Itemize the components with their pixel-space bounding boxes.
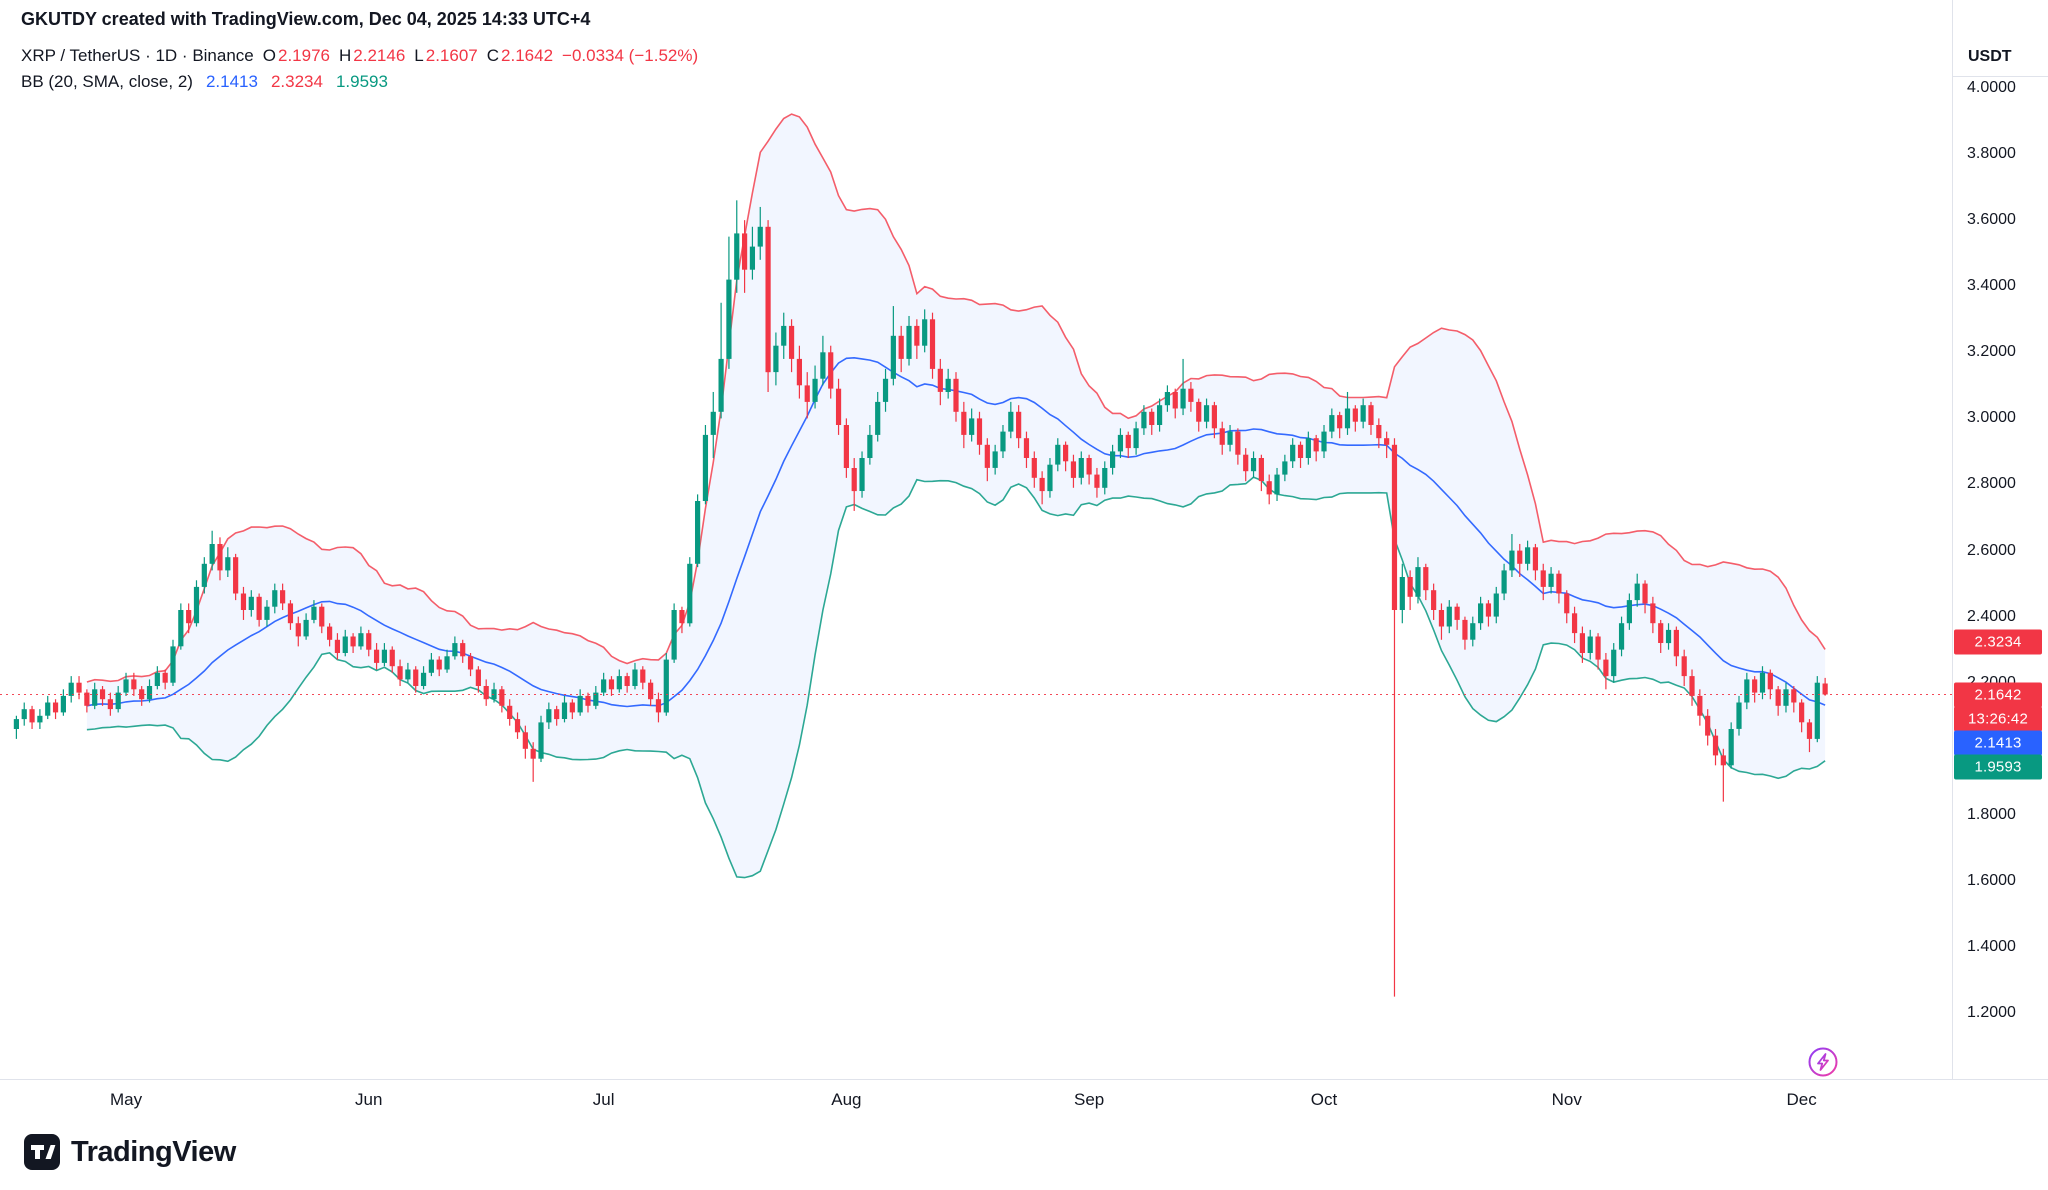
- close-value: 2.1642: [501, 46, 554, 65]
- tradingview-brand-text: TradingView: [71, 1135, 236, 1168]
- bollinger-bands: [86, 113, 1826, 879]
- price-tick-label: 4.0000: [1967, 79, 2016, 96]
- open-value: 2.1976: [278, 46, 330, 65]
- bb-upper-price-badge[interactable]: 2.3234: [1954, 629, 2042, 655]
- time-tick-label-dec: Dec: [1786, 1090, 1817, 1109]
- indicator-title: BB (20, SMA, close, 2): [21, 72, 193, 91]
- time-tick-label-aug: Aug: [831, 1090, 862, 1109]
- price-scale-currency[interactable]: USDT: [1968, 48, 2012, 65]
- price-tick-label: 3.4000: [1967, 277, 2016, 295]
- chart-plot-area[interactable]: [0, 0, 2048, 1079]
- change-value: −0.0334 (−1.52%): [562, 46, 699, 65]
- bb-basis-value: 2.1413: [205, 72, 258, 91]
- bb-lower-value: 1.9593: [335, 72, 388, 91]
- bb-lower-price-badge[interactable]: 1.9593: [1954, 754, 2042, 780]
- time-scale-separator: [0, 1079, 2048, 1080]
- currency-separator: [1953, 76, 2048, 77]
- watermark-note: GKUTDY created with TradingView.com, Dec…: [21, 9, 591, 29]
- price-tick-label: 1.4000: [1967, 938, 2016, 956]
- high-value: 2.2146: [353, 46, 406, 65]
- time-tick-label-may: May: [109, 1090, 143, 1109]
- price-tick-label: 1.8000: [1967, 805, 2016, 823]
- tradingview-logo[interactable]: TradingView: [24, 1134, 236, 1170]
- price-tick-label: 1.6000: [1967, 871, 2016, 889]
- symbol-title: XRP / TetherUS · 1D · Binance: [21, 46, 254, 65]
- low-label: L: [414, 46, 424, 65]
- open-label: O: [262, 46, 276, 65]
- time-tick-label-jun: Jun: [355, 1090, 383, 1109]
- tradingview-logo-icon: [24, 1134, 60, 1170]
- bb-upper-value: 2.3234: [270, 72, 323, 91]
- indicator-legend-row[interactable]: BB (20, SMA, close, 2) 2.1413 2.3234 1.9…: [21, 72, 698, 92]
- time-scale[interactable]: May Jun Jul Aug Sep Oct Nov Dec: [0, 1090, 1953, 1114]
- time-tick-label-sep: Sep: [1073, 1090, 1105, 1109]
- symbol-legend-row[interactable]: XRP / TetherUS · 1D · Binance O 2.1976 H…: [21, 46, 698, 66]
- price-tick-label: 2.6000: [1967, 541, 2016, 559]
- lightning-icon[interactable]: [1804, 1043, 1842, 1081]
- price-scale-separator: [1952, 0, 1953, 1079]
- close-label: C: [486, 46, 500, 65]
- price-tick-label: 2.4000: [1967, 607, 2016, 625]
- price-tick-label: 1.2000: [1967, 1004, 2016, 1022]
- price-tick-label: 2.8000: [1967, 475, 2016, 493]
- time-tick-label-jul: Jul: [592, 1090, 615, 1109]
- time-tick-label-oct: Oct: [1310, 1090, 1338, 1109]
- price-tick-label: 3.2000: [1967, 343, 2016, 361]
- price-tick-label: 3.8000: [1967, 145, 2016, 163]
- bb-basis-price-badge[interactable]: 2.1413: [1954, 730, 2042, 756]
- bar-countdown-badge[interactable]: 13:26:42: [1954, 706, 2042, 732]
- low-value: 2.1607: [425, 46, 478, 65]
- price-scale-badges: 2.3234 2.1642 13:26:42 2.1413 1.9593: [1953, 0, 2048, 1079]
- time-tick-label-nov: Nov: [1551, 1090, 1582, 1109]
- price-tick-label: 3.0000: [1967, 409, 2016, 427]
- legend: XRP / TetherUS · 1D · Binance O 2.1976 H…: [21, 46, 698, 92]
- candles: [13, 200, 1828, 997]
- high-label: H: [339, 46, 352, 65]
- price-tick-label: 3.6000: [1967, 211, 2016, 229]
- last-price-badge[interactable]: 2.1642: [1954, 682, 2042, 708]
